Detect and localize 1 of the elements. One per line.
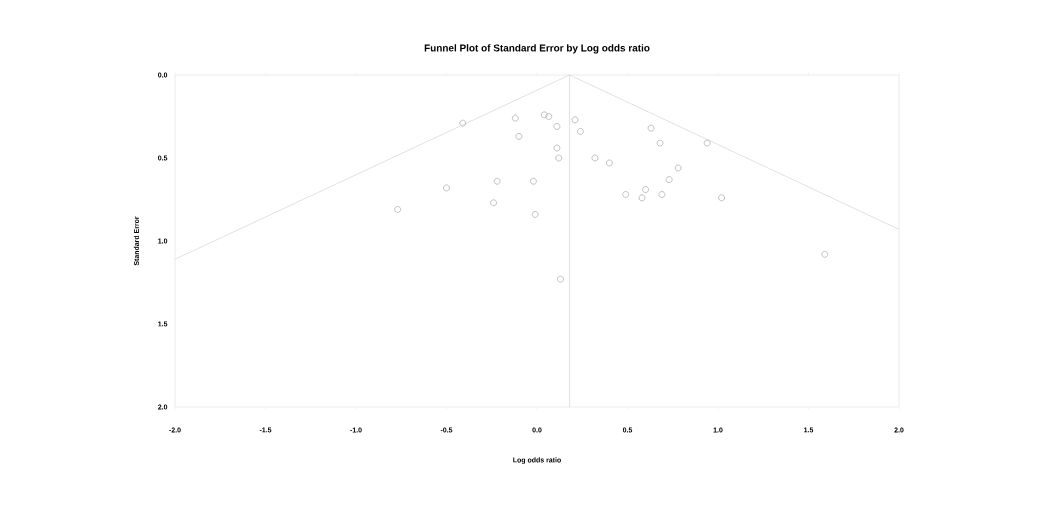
chart-title: Funnel Plot of Standard Error by Log odds ratio [424, 44, 650, 54]
